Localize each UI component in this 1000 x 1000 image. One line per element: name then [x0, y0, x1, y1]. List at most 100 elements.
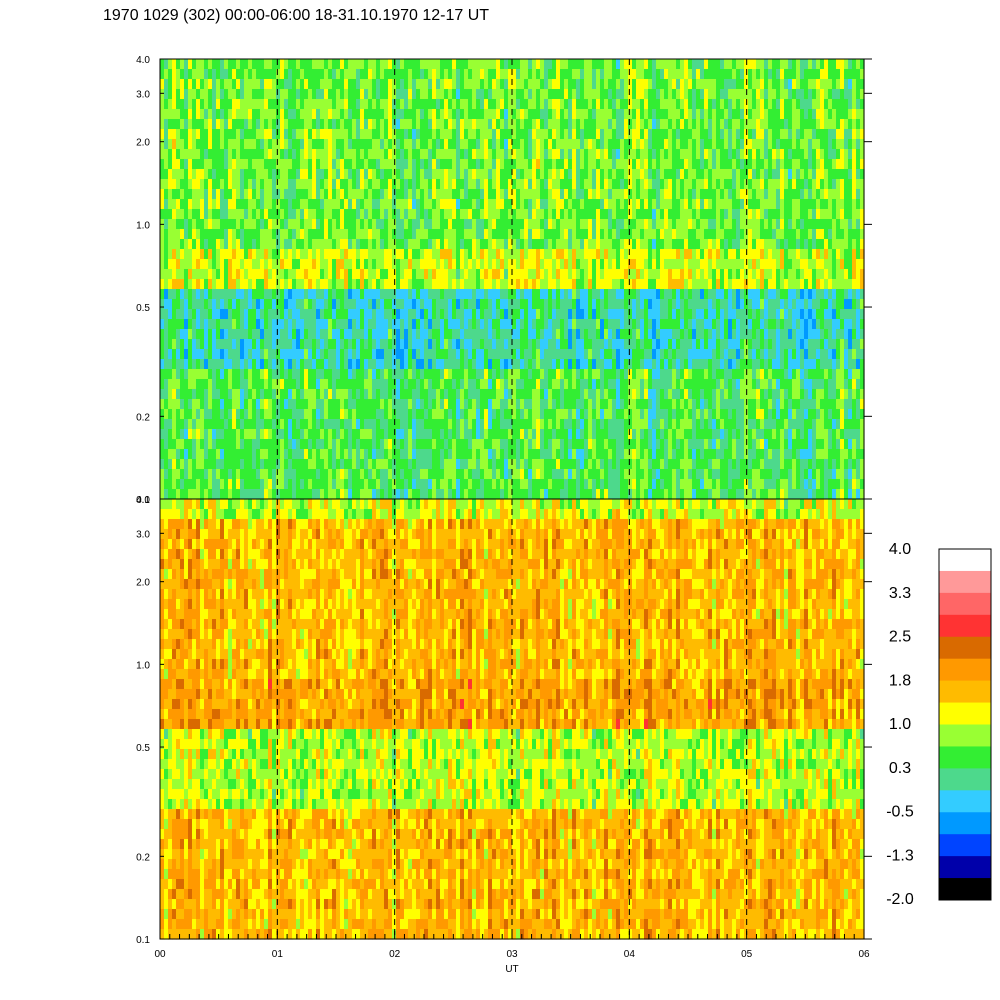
heatmap-cell [436, 329, 441, 340]
heatmap-cell [348, 319, 353, 330]
heatmap-cell [384, 79, 389, 90]
heatmap-cell [696, 89, 701, 100]
heatmap-cell [240, 89, 245, 100]
heatmap-cell [188, 249, 193, 260]
heatmap-cell [332, 89, 337, 100]
heatmap-cell [188, 259, 193, 270]
heatmap-cell [748, 69, 753, 80]
heatmap-cell [412, 149, 417, 160]
heatmap-cell [696, 189, 701, 200]
heatmap-cell [608, 129, 613, 140]
heatmap-cell [304, 109, 309, 120]
heatmap-cell [468, 229, 473, 240]
heatmap-cell [780, 89, 785, 100]
heatmap-cell [448, 139, 453, 150]
heatmap-cell [760, 199, 765, 210]
heatmap-cell [252, 59, 257, 70]
heatmap-cell [344, 59, 349, 70]
heatmap-cell [804, 269, 809, 280]
heatmap-cell [740, 219, 745, 230]
heatmap-cell [316, 339, 321, 350]
heatmap-cell [652, 209, 657, 220]
heatmap-cell [316, 289, 321, 300]
heatmap-cell [328, 259, 333, 270]
heatmap-cell [204, 239, 209, 250]
heatmap-cell [584, 159, 589, 170]
heatmap-cell [548, 289, 553, 300]
heatmap-cell [400, 149, 405, 160]
heatmap-cell [180, 169, 185, 180]
heatmap-cell [844, 289, 849, 300]
heatmap-cell [344, 159, 349, 170]
heatmap-cell [320, 289, 325, 300]
heatmap-cell [692, 319, 697, 330]
heatmap-cell [288, 229, 293, 240]
heatmap-cell [248, 259, 253, 270]
heatmap-cell [168, 299, 173, 310]
heatmap-cell [660, 239, 665, 250]
heatmap-cell [228, 299, 233, 310]
heatmap-cell [232, 179, 237, 190]
heatmap-cell [852, 159, 857, 170]
heatmap-cell [688, 199, 693, 210]
heatmap-cell [676, 89, 681, 100]
heatmap-cell [708, 209, 713, 220]
heatmap-cell [492, 99, 497, 110]
heatmap-cell [740, 249, 745, 260]
heatmap-cell [232, 109, 237, 120]
heatmap-cell [236, 159, 241, 170]
heatmap-cell [628, 289, 633, 300]
heatmap-cell [848, 149, 853, 160]
heatmap-cell [204, 129, 209, 140]
heatmap-cell [600, 179, 605, 190]
heatmap-cell [676, 309, 681, 320]
heatmap-cell [192, 149, 197, 160]
heatmap-cell [728, 229, 733, 240]
heatmap-cell [292, 259, 297, 270]
heatmap-cell [832, 279, 837, 290]
heatmap-cell [800, 299, 805, 310]
heatmap-cell [792, 189, 797, 200]
heatmap-cell [544, 269, 549, 280]
heatmap-cell [680, 259, 685, 270]
heatmap-cell [652, 299, 657, 310]
heatmap-cell [288, 339, 293, 350]
heatmap-cell [848, 229, 853, 240]
heatmap-cell [596, 289, 601, 300]
heatmap-cell [296, 209, 301, 220]
heatmap-cell [604, 129, 609, 140]
heatmap-cell [544, 109, 549, 120]
heatmap-cell [248, 219, 253, 230]
heatmap-cell [228, 249, 233, 260]
heatmap-cell [204, 219, 209, 230]
heatmap-cell [696, 79, 701, 90]
heatmap-cell [732, 319, 737, 330]
heatmap-cell [784, 99, 789, 110]
heatmap-cell [808, 209, 813, 220]
heatmap-cell [588, 289, 593, 300]
heatmap-cell [432, 249, 437, 260]
heatmap-cell [356, 249, 361, 260]
heatmap-cell [220, 289, 225, 300]
heatmap-cell [288, 89, 293, 100]
heatmap-cell [332, 289, 337, 300]
heatmap-cell [376, 259, 381, 270]
heatmap-cell [160, 279, 165, 290]
heatmap-cell [608, 279, 613, 290]
heatmap-cell [468, 329, 473, 340]
heatmap-cell [672, 239, 677, 250]
heatmap-cell [828, 59, 833, 70]
heatmap-cell [372, 149, 377, 160]
heatmap-cell [488, 259, 493, 270]
heatmap-cell [600, 159, 605, 170]
heatmap-cell [668, 299, 673, 310]
heatmap-cell [376, 119, 381, 130]
heatmap-cell [756, 139, 761, 150]
heatmap-cell [216, 179, 221, 190]
heatmap-cell [172, 89, 177, 100]
heatmap-cell [768, 239, 773, 250]
heatmap-cell [160, 159, 165, 170]
heatmap-cell [232, 59, 237, 70]
heatmap-cell [568, 129, 573, 140]
heatmap-cell [248, 139, 253, 150]
